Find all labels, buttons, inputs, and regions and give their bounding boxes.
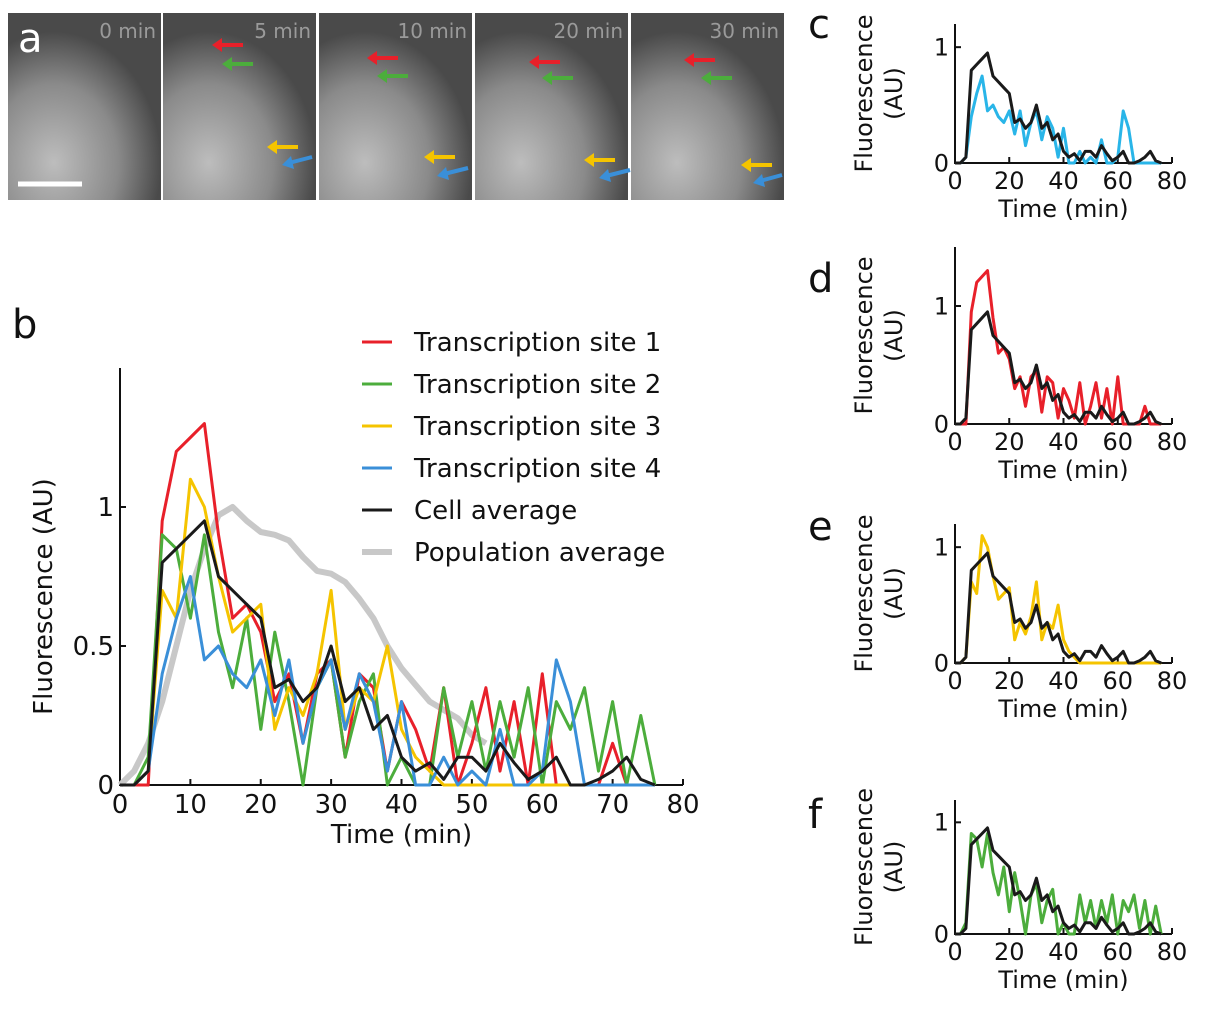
- panel-label: e: [808, 504, 833, 550]
- frame-time-label: 5 min: [254, 19, 311, 43]
- x-tick-label: 80: [1157, 667, 1188, 695]
- x-axis-label: Time (min): [330, 820, 472, 850]
- arrows: [212, 38, 783, 187]
- x-tick-label: 0: [947, 938, 962, 966]
- y-tick-label: 0: [934, 149, 949, 177]
- axis: [954, 800, 1172, 935]
- x-tick-label: 0: [947, 167, 962, 195]
- series-line: [120, 575, 655, 787]
- y-tick-label: 0: [97, 771, 114, 801]
- axis: [954, 24, 1172, 164]
- y-axis-label: Fluorescence(AU): [850, 788, 908, 946]
- panel-label: d: [808, 256, 833, 302]
- x-tick-label: 20: [994, 667, 1025, 695]
- y-tick-label: 0.5: [73, 632, 114, 662]
- y-axis-label: Fluorescence(AU): [850, 514, 908, 672]
- series-line: [955, 551, 1162, 665]
- x-tick-label: 20: [994, 167, 1025, 195]
- x-axis-label: Time (min): [997, 695, 1128, 723]
- x-tick-label: 70: [596, 790, 629, 820]
- y-tick-label: 0: [934, 920, 949, 948]
- image-frame: [8, 13, 161, 200]
- series-line: [955, 310, 1162, 426]
- x-tick-label: 40: [1048, 428, 1079, 456]
- y-axis-label: Fluorescence(AU): [850, 256, 908, 414]
- series-line: [120, 519, 656, 787]
- series-line: [120, 533, 657, 787]
- x-tick-label: 60: [1102, 938, 1133, 966]
- y-tick-label: 1: [934, 34, 949, 62]
- image-frame: [631, 13, 784, 200]
- x-axis-label: Time (min): [997, 195, 1128, 223]
- panel-label: a: [18, 16, 43, 62]
- legend-label: Population average: [414, 538, 665, 568]
- y-tick-label: 0: [934, 410, 949, 438]
- y-tick-label: 0: [934, 649, 949, 677]
- image-frame: [319, 13, 472, 200]
- x-tick-label: 60: [1102, 667, 1133, 695]
- x-axis-label: Time (min): [997, 456, 1128, 484]
- series-line: [120, 477, 655, 787]
- x-tick-label: 0: [112, 790, 129, 820]
- y-tick-label: 1: [97, 493, 114, 523]
- series-line: [955, 51, 1162, 165]
- frame-time-label: 10 min: [397, 19, 467, 43]
- frame-time-label: 30 min: [709, 19, 779, 43]
- x-tick-label: 40: [1048, 167, 1079, 195]
- x-tick-label: 80: [666, 790, 699, 820]
- x-tick-label: 50: [455, 790, 488, 820]
- x-tick-label: 40: [385, 790, 418, 820]
- x-axis-label: Time (min): [997, 966, 1128, 994]
- legend-label: Transcription site 4: [413, 454, 661, 484]
- series-line: [955, 269, 1162, 426]
- x-tick-label: 10: [174, 790, 207, 820]
- y-tick-label: 1: [934, 534, 949, 562]
- x-tick-label: 80: [1157, 428, 1188, 456]
- frame-time-label: 0 min: [99, 19, 156, 43]
- x-tick-label: 40: [1048, 938, 1079, 966]
- series-line: [117, 504, 488, 788]
- x-tick-label: 60: [1102, 428, 1133, 456]
- x-tick-label: 80: [1157, 167, 1188, 195]
- y-axis-label: Fluorescence (AU): [29, 478, 59, 715]
- y-tick-label: 1: [934, 809, 949, 837]
- x-tick-label: 80: [1157, 938, 1188, 966]
- panel-label: f: [808, 792, 823, 838]
- series-line: [955, 826, 1162, 936]
- legend-label: Transcription site 2: [413, 370, 661, 400]
- legend-label: Cell average: [414, 496, 577, 526]
- y-axis-label: Fluorescence(AU): [850, 14, 908, 172]
- x-tick-label: 0: [947, 667, 962, 695]
- x-tick-label: 20: [994, 938, 1025, 966]
- legend-label: Transcription site 3: [413, 412, 661, 442]
- x-tick-label: 60: [526, 790, 559, 820]
- panel-label: b: [12, 302, 37, 348]
- frame-time-label: 20 min: [553, 19, 623, 43]
- image-frame: [475, 13, 628, 200]
- legend-label: Transcription site 1: [413, 328, 661, 358]
- series-line: [955, 832, 1163, 936]
- x-tick-label: 30: [315, 790, 348, 820]
- y-tick-label: 1: [934, 292, 949, 320]
- series-line: [955, 74, 1162, 165]
- x-tick-label: 20: [244, 790, 277, 820]
- image-panel: 0 min 5 min 10 min 20 min 30 min a: [8, 13, 784, 200]
- x-tick-label: 20: [994, 428, 1025, 456]
- x-tick-label: 60: [1102, 167, 1133, 195]
- x-tick-label: 0: [947, 428, 962, 456]
- x-tick-label: 40: [1048, 667, 1079, 695]
- panel-label: c: [808, 2, 830, 48]
